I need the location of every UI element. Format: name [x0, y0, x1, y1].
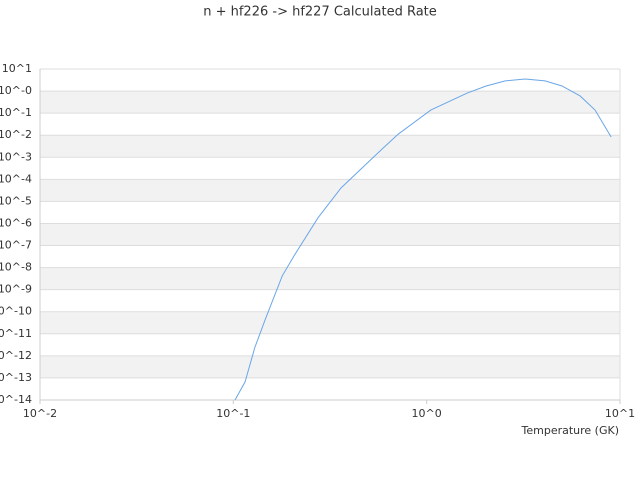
- y-tick-label: 10^-8: [0, 261, 32, 274]
- grid-band: [40, 179, 620, 202]
- y-tick-label: 10^-2: [0, 128, 32, 141]
- y-tick-label: 10^1: [2, 62, 32, 75]
- series-line: [234, 78, 612, 401]
- y-tick-label: 10^-9: [0, 283, 32, 296]
- y-tick-label: 10^-12: [0, 349, 32, 362]
- y-tick-label: 10^-7: [0, 239, 32, 252]
- y-tick-label: 10^-10: [0, 305, 32, 318]
- x-axis-label: Temperature (GK): [521, 424, 620, 437]
- y-tick-label: 10^-4: [0, 172, 32, 185]
- y-tick-label: 10^-14: [0, 393, 32, 406]
- y-tick-label: 10^-5: [0, 194, 32, 207]
- y-tick-label: 10^-6: [0, 216, 32, 229]
- grid-band: [40, 223, 620, 246]
- x-tick-label: 10^1: [605, 407, 635, 420]
- grid-band: [40, 267, 620, 290]
- x-tick-label: 10^-2: [23, 407, 57, 420]
- y-tick-label: 10^-13: [0, 371, 32, 384]
- grid-band: [40, 135, 620, 158]
- grid-band: [40, 91, 620, 114]
- y-tick-label: 10^-0: [0, 84, 32, 97]
- y-tick-label: 10^-1: [0, 106, 32, 119]
- grid-band: [40, 355, 620, 378]
- x-tick-label: 10^-1: [216, 407, 250, 420]
- y-tick-label: 10^-3: [0, 150, 32, 163]
- x-tick-label: 10^0: [412, 407, 442, 420]
- grid-band: [40, 311, 620, 334]
- y-tick-label: 10^-11: [0, 327, 32, 340]
- chart-title: n + hf226 -> hf227 Calculated Rate: [203, 5, 437, 20]
